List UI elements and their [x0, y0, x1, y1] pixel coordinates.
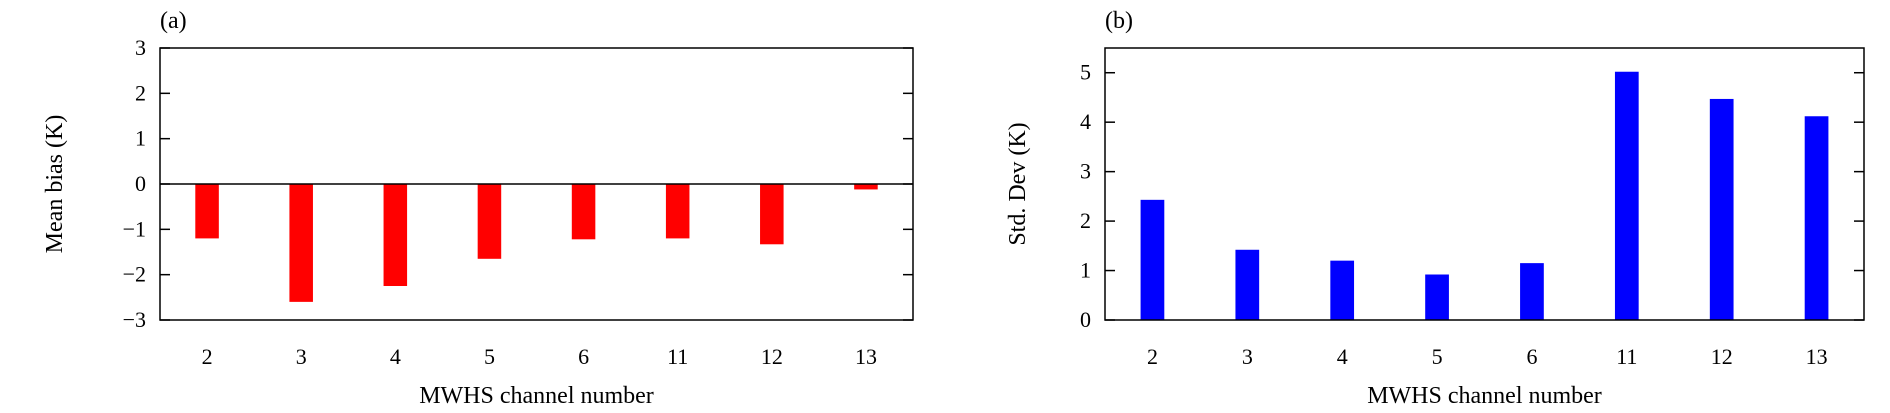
bar-channel-4 — [383, 184, 408, 286]
y-tick-label: −3 — [123, 307, 146, 332]
panel-a: (a) 3 2 1 0 −1 −2 −3 2 3 4 5 6 11 12 13 MWHS channel num… — [42, 8, 914, 409]
bar-channel-5 — [477, 184, 502, 259]
bar-channel-11 — [1614, 71, 1639, 321]
y-tick-label: −1 — [123, 216, 146, 241]
x-tick-label: 12 — [1711, 344, 1733, 369]
x-tick-label: 4 — [1337, 344, 1348, 369]
panel-label: (a) — [160, 8, 187, 34]
y-axis-label: Std. Dev (K) — [1005, 122, 1031, 245]
y-tick-label: 3 — [135, 35, 146, 60]
y-tick-label: 3 — [1080, 159, 1091, 184]
y-tick-label: 4 — [1080, 109, 1091, 134]
bar-channel-12 — [760, 184, 784, 245]
bar-channel-3 — [1235, 249, 1260, 320]
x-tick-label: 11 — [667, 344, 688, 369]
y-tick-label: 1 — [1080, 258, 1091, 283]
bar-channel-6 — [571, 184, 596, 240]
bar-channel-13 — [854, 184, 878, 190]
y-tick-label: 0 — [135, 171, 146, 196]
x-tick-label: 13 — [1806, 344, 1828, 369]
y-tick-label: 2 — [135, 80, 146, 105]
x-tick-label: 6 — [578, 344, 589, 369]
bar-channel-12 — [1709, 98, 1734, 320]
x-tick-label: 3 — [296, 344, 307, 369]
x-tick-label: 2 — [202, 344, 213, 369]
y-tick-label: 5 — [1080, 60, 1091, 85]
x-tick-label: 13 — [855, 344, 877, 369]
bar-channel-3 — [289, 184, 313, 302]
x-tick-label: 3 — [1242, 344, 1253, 369]
bar-channel-6 — [1520, 263, 1544, 320]
panel-label: (b) — [1105, 8, 1133, 34]
y-tick-label: 1 — [135, 126, 146, 151]
x-tick-label: 4 — [390, 344, 401, 369]
x-tick-label: 5 — [1432, 344, 1443, 369]
x-tick-label: 11 — [1616, 344, 1637, 369]
bar-channel-2 — [195, 184, 219, 239]
y-tick-label: −2 — [123, 262, 146, 287]
bar-channel-2 — [1140, 199, 1165, 320]
x-tick-label: 5 — [484, 344, 495, 369]
bar-channel-11 — [665, 184, 690, 239]
x-axis-label: MWHS channel number — [1367, 383, 1602, 409]
x-tick-label: 12 — [761, 344, 783, 369]
y-axis-label: Mean bias (K) — [42, 115, 68, 254]
x-tick-label: 2 — [1147, 344, 1158, 369]
x-tick-label: 6 — [1526, 344, 1537, 369]
y-tick-label: 0 — [1080, 307, 1091, 332]
x-axis-label: MWHS channel number — [419, 383, 654, 409]
bar-channel-4 — [1330, 260, 1355, 320]
plot-frame — [1104, 47, 1865, 321]
y-tick-label: 2 — [1080, 208, 1091, 233]
bar-channel-13 — [1804, 116, 1829, 320]
bar-channel-5 — [1425, 274, 1449, 320]
